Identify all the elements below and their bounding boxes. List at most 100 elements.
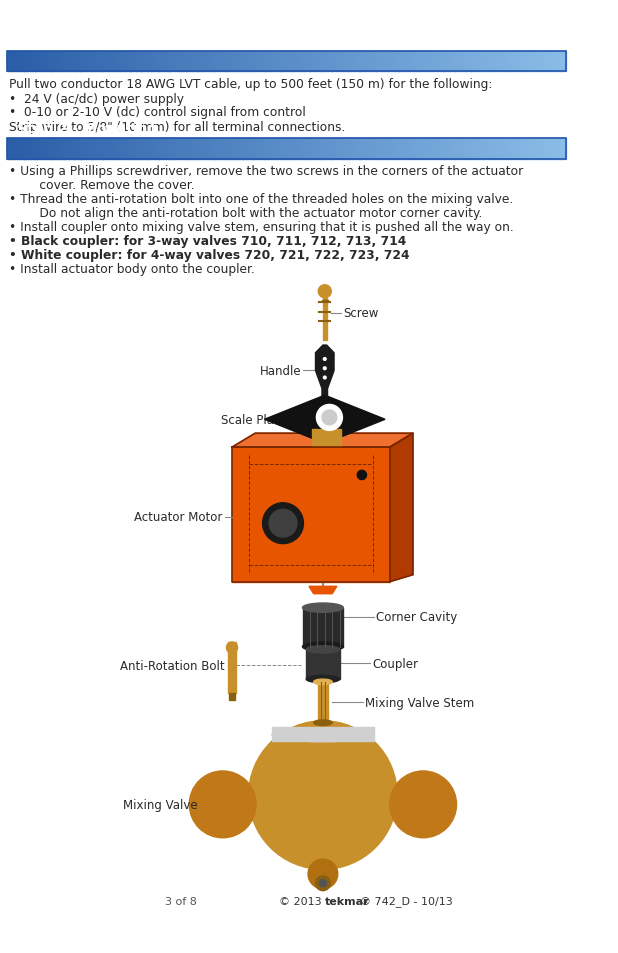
Bar [52,139,58,159]
Bar [231,139,237,159]
Bar [147,51,153,72]
Circle shape [318,286,331,298]
Bar [432,139,438,159]
Bar [287,51,293,72]
Bar [125,51,131,72]
Polygon shape [309,587,337,594]
Bar [253,139,260,159]
Bar [259,139,265,159]
Bar [228,642,235,693]
Bar [318,682,328,723]
Text: tekmar: tekmar [325,897,370,906]
Bar [309,51,315,72]
Bar [323,298,327,341]
Bar [316,429,318,446]
Bar [153,139,159,159]
Bar [544,51,550,72]
Circle shape [323,376,326,379]
Bar [393,139,399,159]
Bar [454,51,460,72]
Bar [342,51,349,72]
Bar [19,51,25,72]
Bar [334,429,337,446]
Bar [482,51,488,72]
Bar [320,429,322,446]
Bar [242,139,248,159]
Bar [192,139,198,159]
Text: Screw: Screw [344,307,379,319]
Bar [248,139,253,159]
Bar [103,51,108,72]
Text: cover. Remove the cover.: cover. Remove the cover. [20,179,195,192]
Circle shape [269,510,297,537]
Bar [281,51,287,72]
Bar [443,51,449,72]
Bar [510,51,516,72]
Text: Step 2 - Mounting: Step 2 - Mounting [17,122,157,135]
Bar [298,51,304,72]
Bar [35,51,41,72]
Circle shape [357,471,366,480]
Bar [142,139,148,159]
Bar [555,139,561,159]
Bar [410,51,416,72]
Bar [421,51,427,72]
Bar [365,51,371,72]
Text: Anti-Rotation Bolt: Anti-Rotation Bolt [120,659,224,672]
Bar [270,139,276,159]
Bar [276,51,282,72]
Ellipse shape [314,679,332,685]
Bar [7,139,14,159]
Bar [219,51,226,72]
Bar [315,139,321,159]
Polygon shape [232,434,413,448]
Bar [86,51,91,72]
Bar [331,139,337,159]
Bar [108,139,114,159]
Bar [533,51,538,72]
Bar [86,139,91,159]
Text: Pull two conductor 18 AWG LVT cable, up to 500 feet (150 m) for the following:: Pull two conductor 18 AWG LVT cable, up … [9,78,493,91]
Bar [302,608,344,647]
Bar [371,51,376,72]
Bar [41,139,47,159]
Bar [348,51,354,72]
Bar [158,139,164,159]
Ellipse shape [306,646,340,654]
Bar [320,51,326,72]
Text: • White coupler: for 4-way valves 720, 721, 722, 723, 724: • White coupler: for 4-way valves 720, 7… [9,249,410,261]
Bar [488,139,494,159]
Bar [544,139,550,159]
Bar [119,139,125,159]
Bar [342,139,349,159]
Bar [426,51,433,72]
Bar [555,51,561,72]
Bar [438,51,444,72]
Bar [365,139,371,159]
Text: Mixing Valve Stem: Mixing Valve Stem [365,696,474,709]
Bar [270,51,276,72]
Bar [292,51,298,72]
Bar [404,51,410,72]
Bar [338,429,341,446]
Bar [46,51,53,72]
Text: • Using a Phillips screwdriver, remove the two screws in the corners of the actu: • Using a Phillips screwdriver, remove t… [9,165,523,178]
Circle shape [390,771,457,838]
Bar [476,51,483,72]
Bar [493,139,499,159]
Bar [197,139,203,159]
Bar [119,51,125,72]
Bar [399,51,405,72]
Bar [197,51,203,72]
Bar [326,51,332,72]
Bar [443,139,449,159]
Bar [303,139,310,159]
Bar [387,139,393,159]
Bar [35,139,41,159]
Bar [91,51,97,72]
Bar [348,139,354,159]
Bar [265,51,271,72]
Bar [306,650,340,679]
Polygon shape [232,448,390,582]
Text: © 2013: © 2013 [279,897,325,906]
